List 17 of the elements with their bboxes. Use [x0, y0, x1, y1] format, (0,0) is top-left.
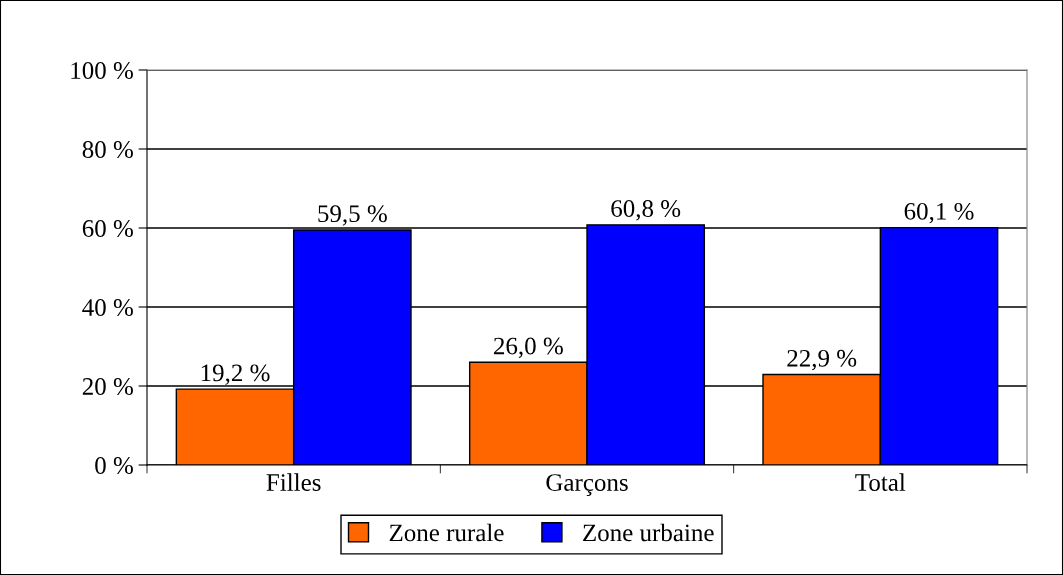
x-tick-label: Filles — [266, 473, 321, 491]
y-tick-label: 60 % — [82, 220, 133, 237]
y-tick-label: 100 % — [71, 62, 133, 79]
y-tick-label: 0 % — [95, 457, 133, 474]
data-label: 19,2 % — [201, 364, 270, 385]
y-tick-label: 40 % — [82, 299, 133, 316]
data-label: 22,9 % — [787, 349, 857, 371]
y-tick-label: 20 % — [82, 378, 133, 395]
legend-label: Zone urbaine — [583, 523, 714, 542]
x-tick-label: Garçons — [546, 474, 628, 497]
y-tick-label: 80 % — [82, 141, 133, 158]
data-label: 26,0 % — [494, 337, 563, 359]
x-tick-label: Total — [855, 473, 906, 491]
data-label: 60,8 % — [611, 200, 681, 221]
data-label: 59,5 % — [318, 205, 387, 226]
data-label: 60,1 % — [904, 202, 974, 224]
legend-label: Zone rurale — [389, 523, 504, 542]
